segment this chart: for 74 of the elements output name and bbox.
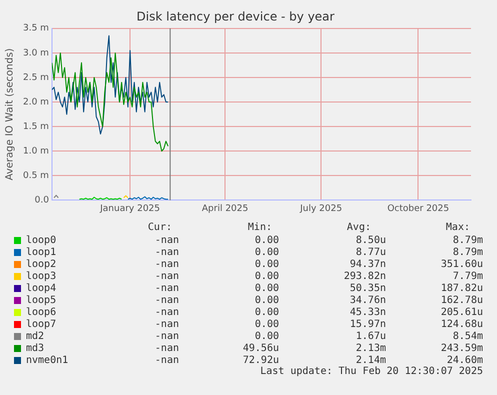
y-tick-label: 1.0 m <box>22 146 49 156</box>
text: 0.00 <box>254 331 279 342</box>
text: 243.59m <box>440 343 483 354</box>
legend-label: loop0 <box>26 235 56 246</box>
y-tick-label: 3.5 m <box>22 24 49 34</box>
text: 351.60u <box>440 259 483 270</box>
text: -nan <box>154 331 179 342</box>
text: 45.33n <box>350 307 386 318</box>
text: -nan <box>154 235 179 246</box>
text: Max: <box>446 222 470 233</box>
chart-title: Disk latency per device - by year <box>136 9 335 24</box>
legend-label: loop3 <box>26 271 56 282</box>
text: 0.00 <box>254 271 279 282</box>
text: 0.00 <box>254 259 279 270</box>
text: 0.00 <box>254 319 279 330</box>
text: 187.82u <box>440 283 483 294</box>
legend-label: md3 <box>26 343 44 354</box>
legend-label: loop5 <box>26 295 56 306</box>
text: 0.00 <box>254 283 279 294</box>
legend-label: loop4 <box>26 283 56 294</box>
text: 0.00 <box>254 307 279 318</box>
text: -nan <box>154 295 179 306</box>
legend-label: nvme0n1 <box>26 355 68 366</box>
x-tick-label: October 2025 <box>387 204 450 214</box>
text: 8.79m <box>452 235 483 246</box>
y-axis-title: Average IO Wait (seconds) <box>4 48 16 180</box>
x-tick-label: January 2025 <box>99 204 160 214</box>
text: -nan <box>154 271 179 282</box>
text: 24.60m <box>446 355 483 366</box>
text: 8.50u <box>356 235 386 246</box>
text: 8.54m <box>452 331 483 342</box>
text: 0.00 <box>254 295 279 306</box>
y-tick-label: 0.5 m <box>22 171 49 181</box>
text: -nan <box>154 247 179 258</box>
y-tick-label: 2.0 m <box>22 97 49 108</box>
text: Last update: Thu Feb 20 12:30:07 2025 <box>260 366 483 377</box>
text: -nan <box>154 355 179 366</box>
legend-label: loop7 <box>26 319 56 330</box>
text: -nan <box>154 283 179 294</box>
legend-label: loop2 <box>26 259 56 270</box>
legend-label: loop6 <box>26 307 56 318</box>
text: 8.79m <box>452 247 483 258</box>
y-tick-label: 1.5 m <box>22 122 49 132</box>
y-tick-label: 2.5 m <box>22 72 49 83</box>
text: Cur: <box>148 222 172 233</box>
text: 8.77u <box>356 247 386 258</box>
text: 72.92u <box>242 355 279 366</box>
text: 2.13m <box>356 343 386 354</box>
x-tick-label: July 2025 <box>299 204 342 214</box>
text: 50.35n <box>350 283 386 294</box>
text: 2.14m <box>356 355 386 366</box>
text: Avg: <box>346 222 371 233</box>
text: -nan <box>154 259 179 270</box>
text: 124.68u <box>440 319 483 330</box>
text: 162.78u <box>440 295 483 306</box>
text: 0.00 <box>254 235 279 246</box>
text: 34.76n <box>350 295 386 306</box>
text: 205.61u <box>440 307 483 318</box>
text: Min: <box>248 222 272 233</box>
legend-label: loop1 <box>26 247 56 258</box>
text: -nan <box>154 307 179 318</box>
text: 0.00 <box>254 247 279 258</box>
legend-label: md2 <box>26 331 44 342</box>
text: 15.97n <box>350 319 386 330</box>
text: 94.37n <box>350 259 386 270</box>
text: 49.56u <box>242 343 279 354</box>
x-tick-label: April 2025 <box>202 204 248 214</box>
text: -nan <box>154 343 179 354</box>
y-tick-label: 0.0 <box>34 196 50 206</box>
text: 7.79m <box>452 271 483 282</box>
y-tick-label: 3.0 m <box>22 48 49 58</box>
text: 293.82n <box>344 271 386 282</box>
text: -nan <box>154 319 179 330</box>
text: 1.67u <box>356 331 386 342</box>
